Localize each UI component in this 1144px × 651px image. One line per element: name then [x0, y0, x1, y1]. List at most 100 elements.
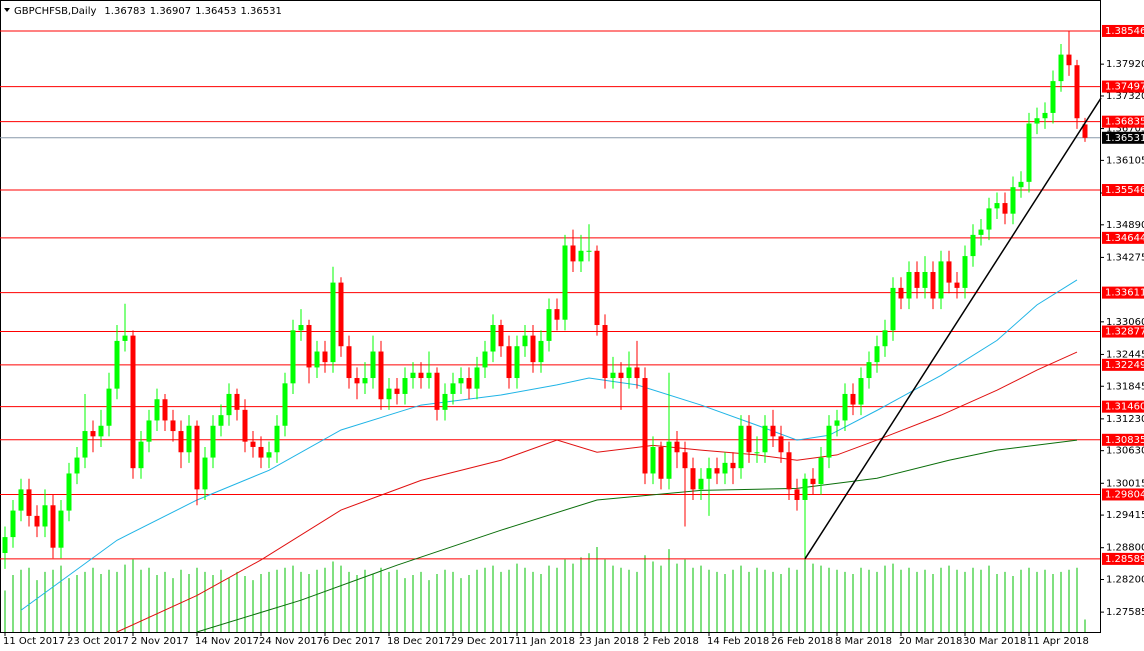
- y-tick-label: 1.37320: [1106, 91, 1144, 102]
- x-tick-label: 6 Dec 2017: [323, 636, 381, 647]
- candle-body: [378, 351, 384, 400]
- candle-body: [690, 468, 696, 490]
- candle-body: [890, 287, 896, 331]
- x-tick-label: 29 Dec 2017: [451, 636, 515, 647]
- x-tick-label: 11 Jan 2018: [515, 636, 575, 647]
- candle-body: [930, 271, 936, 299]
- candle-body: [250, 441, 256, 447]
- candle-body: [1082, 124, 1088, 138]
- candle-body: [1034, 118, 1040, 124]
- candle-body: [258, 446, 264, 458]
- candle-body: [522, 335, 528, 347]
- candle-body: [874, 346, 880, 363]
- candle-body: [1010, 187, 1016, 214]
- candle-body: [682, 452, 688, 469]
- candle-body: [738, 425, 744, 469]
- candle-body: [666, 441, 672, 479]
- level-label: 1.29804: [1105, 489, 1144, 500]
- x-tick-label: 2 Nov 2017: [131, 636, 189, 647]
- x-tick-label: 23 Jan 2018: [579, 636, 639, 647]
- candle-body: [826, 425, 832, 458]
- candle-body: [282, 383, 288, 426]
- candle-body: [314, 351, 320, 368]
- candle-body: [122, 335, 128, 341]
- x-tick-label: 14 Feb 2018: [707, 636, 769, 647]
- y-tick-label: 1.37920: [1106, 59, 1144, 70]
- level-label-box: [1102, 358, 1144, 371]
- candle-body: [850, 393, 856, 405]
- candle-body: [426, 372, 432, 379]
- candle-body: [1002, 203, 1008, 214]
- level-label-box: [1102, 24, 1144, 37]
- candle-body: [26, 489, 32, 516]
- candle-body: [362, 378, 368, 384]
- candle-body: [394, 388, 400, 394]
- candle-body: [242, 409, 248, 442]
- candle-body: [946, 261, 952, 283]
- candle-body: [130, 335, 136, 469]
- candle-body: [74, 457, 80, 474]
- candle-body: [986, 208, 992, 230]
- candle-body: [186, 425, 192, 453]
- candle-body: [546, 309, 552, 341]
- candle-body: [514, 346, 520, 379]
- level-label-box: [1102, 488, 1144, 501]
- candle-body: [754, 452, 760, 454]
- candle-body: [42, 505, 48, 527]
- candle-body: [994, 203, 1000, 209]
- candle-body: [138, 441, 144, 469]
- candle-body: [570, 245, 576, 262]
- x-tick-label: 20 Mar 2018: [899, 636, 962, 647]
- candle-body: [218, 415, 224, 426]
- candle-body: [530, 335, 536, 363]
- candle-body: [562, 245, 568, 320]
- candle-body: [706, 468, 712, 479]
- candle-body: [194, 425, 200, 490]
- level-label: 1.36835: [1105, 117, 1144, 128]
- candle-body: [322, 351, 328, 363]
- level-label: 1.38546: [1105, 26, 1144, 37]
- chart-header: GBPCHFSB,Daily 1.36783 1.36907 1.36453 1.365…: [14, 6, 282, 17]
- candle-body: [290, 330, 296, 384]
- header-close: 1.36531: [241, 6, 282, 17]
- level-label: 1.28589: [1105, 554, 1144, 565]
- candle-body: [418, 372, 424, 379]
- y-tick-label: 1.31845: [1106, 381, 1144, 392]
- menu-triangle[interactable]: [4, 8, 10, 12]
- level-label: 1.34644: [1105, 233, 1144, 244]
- candle-body: [386, 388, 392, 400]
- candle-body: [730, 462, 736, 469]
- candle-body: [370, 351, 376, 379]
- candle-body: [882, 330, 888, 347]
- x-tick-label: 11 Apr 2018: [1027, 636, 1089, 647]
- y-tick-label: 1.28800: [1106, 543, 1144, 554]
- candle-body: [698, 478, 704, 490]
- candle-body: [554, 309, 560, 320]
- candle-body: [962, 256, 968, 288]
- candle-body: [954, 282, 960, 288]
- front-layer: 1.38546 1.37497 1.36835 1.35546 1.34644 1.336…: [804, 24, 1144, 565]
- candle-body: [210, 425, 216, 458]
- candle-body: [58, 510, 64, 548]
- candle-body: [842, 393, 848, 421]
- candle-body: [594, 250, 600, 326]
- candle-body: [1050, 81, 1056, 113]
- symbol: GBPCHFSB,Daily: [14, 6, 96, 17]
- candle-body: [610, 372, 616, 379]
- candle-body: [626, 367, 632, 379]
- level-label: 1.37497: [1105, 82, 1144, 93]
- candle-body: [1026, 123, 1032, 182]
- header-low: 1.36453: [195, 6, 236, 17]
- candle-body: [338, 282, 344, 347]
- candle-body: [1058, 54, 1064, 82]
- level-label-box: [1102, 325, 1144, 338]
- candle-body: [914, 271, 920, 288]
- candle-body: [970, 234, 976, 257]
- candle-body: [906, 271, 912, 299]
- candle-body: [146, 420, 152, 442]
- candle-body: [450, 383, 456, 394]
- candle-body: [354, 378, 360, 384]
- candle-body: [1066, 54, 1072, 66]
- candle-body: [298, 325, 304, 331]
